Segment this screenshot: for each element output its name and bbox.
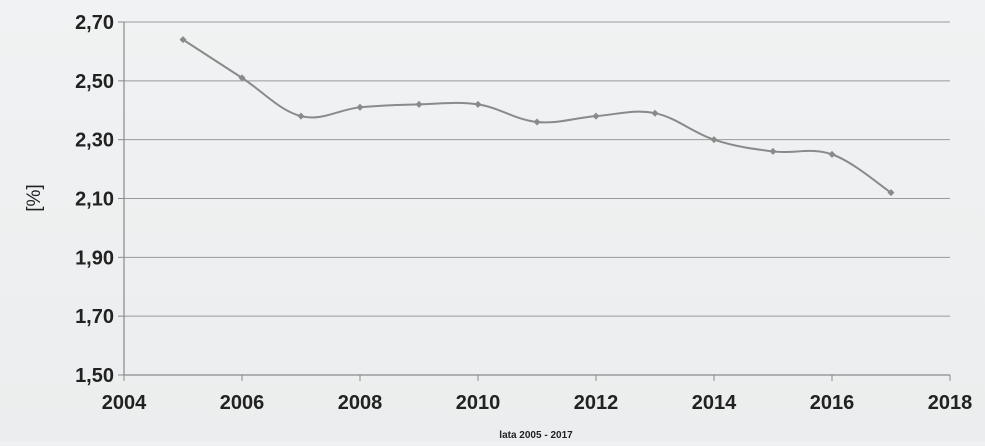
data-point (592, 112, 600, 120)
y-tick-label: 2,30 (75, 130, 114, 152)
y-tick-label: 1,90 (75, 247, 114, 269)
x-tick-label: 2018 (928, 392, 973, 414)
data-point (297, 112, 305, 120)
x-tick-labels: 2004 2006 2008 2010 2012 2014 2016 2018 (102, 392, 973, 414)
y-tick-label: 2,70 (75, 12, 114, 34)
series-line-path (182, 38, 892, 194)
axes (118, 21, 951, 381)
data-point (651, 109, 659, 117)
y-tick-labels: 1,50 1,70 1,90 2,10 2,30 2,50 2,70 (75, 12, 114, 387)
data-point (179, 36, 187, 44)
y-tick-label: 2,10 (75, 189, 114, 211)
x-tick-label: 2012 (574, 392, 619, 414)
x-tick-label: 2014 (692, 392, 737, 414)
data-point (356, 103, 364, 111)
y-tick-label: 1,50 (75, 365, 114, 387)
data-points (179, 36, 895, 197)
data-point (769, 147, 777, 155)
x-tick-label: 2004 (102, 392, 147, 414)
x-axis-title: lata 2005 - 2017 (499, 430, 573, 441)
y-tick-label: 1,70 (75, 306, 114, 328)
grid-lines (124, 21, 950, 317)
y-tick-label: 2,50 (75, 71, 114, 93)
data-point (533, 118, 541, 126)
data-point (828, 150, 836, 158)
x-tick-label: 2006 (220, 392, 265, 414)
x-tick-label: 2008 (338, 392, 383, 414)
x-tick-label: 2016 (810, 392, 855, 414)
data-point (415, 100, 423, 108)
series-line (182, 38, 892, 194)
data-point (887, 189, 895, 197)
data-point (710, 136, 718, 144)
x-tick-label: 2010 (456, 392, 501, 414)
data-point (238, 74, 246, 82)
y-axis-title: [%] (24, 184, 45, 211)
data-point (474, 100, 482, 108)
